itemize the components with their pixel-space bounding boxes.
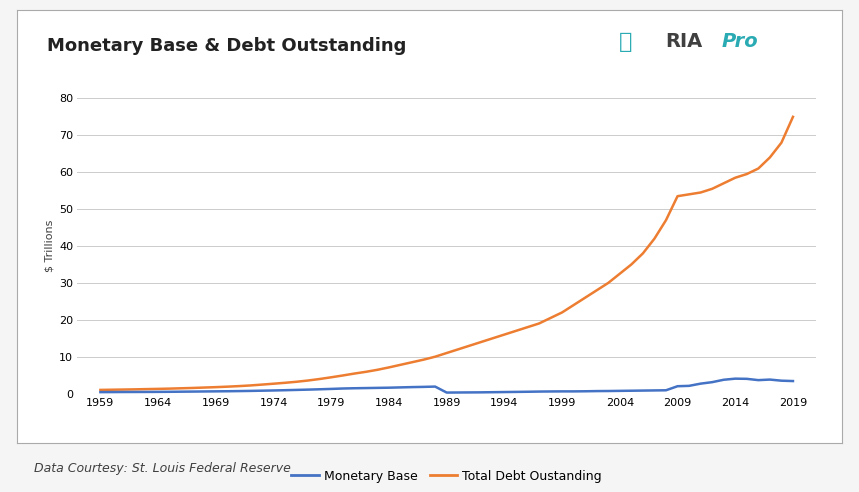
Text: Pro: Pro	[722, 32, 758, 51]
Text: Monetary Base & Debt Outstanding: Monetary Base & Debt Outstanding	[47, 37, 406, 55]
Text: Data Courtesy: St. Louis Federal Reserve: Data Courtesy: St. Louis Federal Reserve	[34, 462, 291, 475]
Y-axis label: $ Trillions: $ Trillions	[45, 220, 55, 272]
Text: ⛨: ⛨	[618, 32, 632, 52]
Legend: Monetary Base, Total Debt Oustanding: Monetary Base, Total Debt Oustanding	[286, 465, 607, 488]
Text: RIA: RIA	[666, 32, 703, 51]
